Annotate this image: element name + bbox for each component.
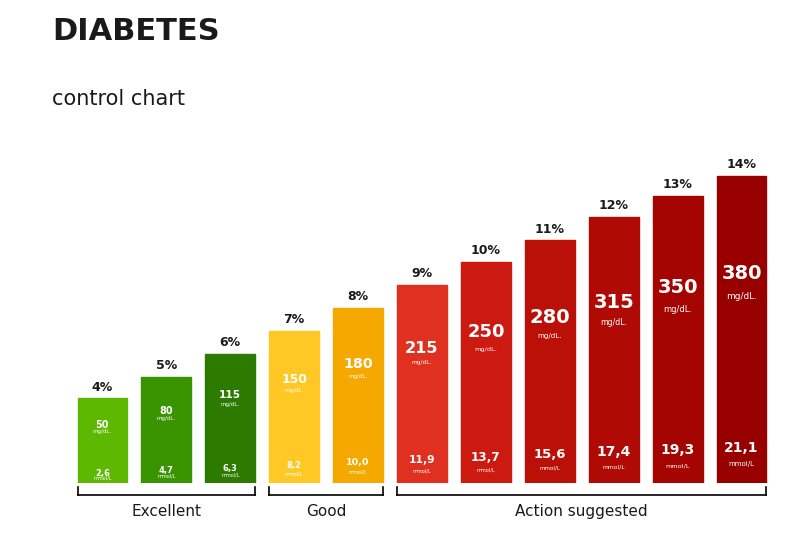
Text: 250: 250 [467, 324, 505, 341]
Text: DIABETES: DIABETES [52, 17, 220, 46]
Text: mg/dL.: mg/dL. [538, 333, 562, 339]
Text: mg/dL.: mg/dL. [93, 429, 112, 434]
Bar [589, 217, 638, 483]
Text: Good: Good [306, 504, 346, 519]
Text: mg/dL.: mg/dL. [663, 305, 692, 314]
Text: mg/dL.: mg/dL. [726, 292, 757, 301]
Text: 10%: 10% [471, 244, 501, 257]
Text: 280: 280 [530, 309, 570, 327]
Text: 9%: 9% [411, 267, 433, 280]
Bar [333, 307, 383, 483]
Text: 115: 115 [219, 390, 242, 400]
Text: 15,6: 15,6 [534, 448, 566, 461]
Text: 5%: 5% [156, 359, 177, 372]
Text: 11,9: 11,9 [409, 455, 435, 465]
Bar [653, 195, 702, 483]
Bar [525, 240, 574, 483]
Text: mmol/L: mmol/L [666, 463, 690, 468]
Text: 180: 180 [343, 357, 373, 371]
Text: 315: 315 [594, 292, 634, 312]
Bar [397, 285, 447, 483]
Text: 215: 215 [406, 341, 438, 356]
Text: 12%: 12% [598, 199, 629, 213]
Text: 8,2: 8,2 [286, 461, 302, 470]
Text: mmol/L: mmol/L [413, 468, 431, 473]
Text: 11%: 11% [535, 223, 565, 235]
Text: 2,6: 2,6 [95, 468, 110, 478]
Text: 19,3: 19,3 [661, 443, 694, 457]
Text: mmol/L: mmol/L [539, 466, 560, 471]
Bar [142, 377, 191, 483]
Text: mg/dL.: mg/dL. [221, 402, 240, 407]
Bar [461, 261, 511, 483]
Text: mg/dL.: mg/dL. [412, 360, 432, 365]
Text: mmol/L: mmol/L [94, 475, 112, 480]
Text: mg/dL.: mg/dL. [157, 416, 176, 421]
Text: mg/dL.: mg/dL. [600, 317, 627, 326]
Text: mmol/L: mmol/L [602, 465, 625, 470]
Text: 4,7: 4,7 [159, 466, 174, 475]
Text: 80: 80 [159, 406, 173, 416]
Text: mmol/L: mmol/L [285, 471, 303, 476]
Text: mmol/L: mmol/L [157, 474, 176, 479]
Text: 14%: 14% [726, 158, 757, 171]
Text: mg/dL.: mg/dL. [474, 346, 498, 351]
Text: mmol/L: mmol/L [221, 473, 239, 478]
Text: 7%: 7% [283, 313, 305, 326]
Text: 150: 150 [282, 373, 307, 386]
Text: control chart: control chart [52, 89, 185, 109]
Text: mmol/L: mmol/L [729, 461, 754, 467]
Text: mmol/L: mmol/L [477, 467, 495, 472]
Text: 50: 50 [96, 420, 110, 430]
Text: 350: 350 [658, 278, 698, 297]
Bar [270, 331, 319, 483]
Bar [717, 175, 766, 483]
Text: mg/dL.: mg/dL. [349, 375, 368, 380]
Text: 13,7: 13,7 [471, 451, 501, 464]
Text: 6%: 6% [220, 336, 241, 349]
Text: 13%: 13% [662, 178, 693, 191]
Text: mmol/L: mmol/L [349, 470, 367, 475]
Text: 10,0: 10,0 [346, 458, 370, 467]
Text: Excellent: Excellent [131, 504, 202, 519]
Text: mg/dL.: mg/dL. [285, 388, 304, 393]
Text: Action suggested: Action suggested [515, 504, 648, 519]
Text: 6,3: 6,3 [223, 463, 238, 472]
Bar [78, 398, 127, 483]
Bar [206, 354, 255, 483]
Text: 8%: 8% [347, 290, 369, 303]
Text: 4%: 4% [92, 381, 113, 393]
Text: 17,4: 17,4 [597, 445, 631, 460]
Text: 380: 380 [722, 264, 762, 284]
Text: 21,1: 21,1 [724, 441, 758, 455]
